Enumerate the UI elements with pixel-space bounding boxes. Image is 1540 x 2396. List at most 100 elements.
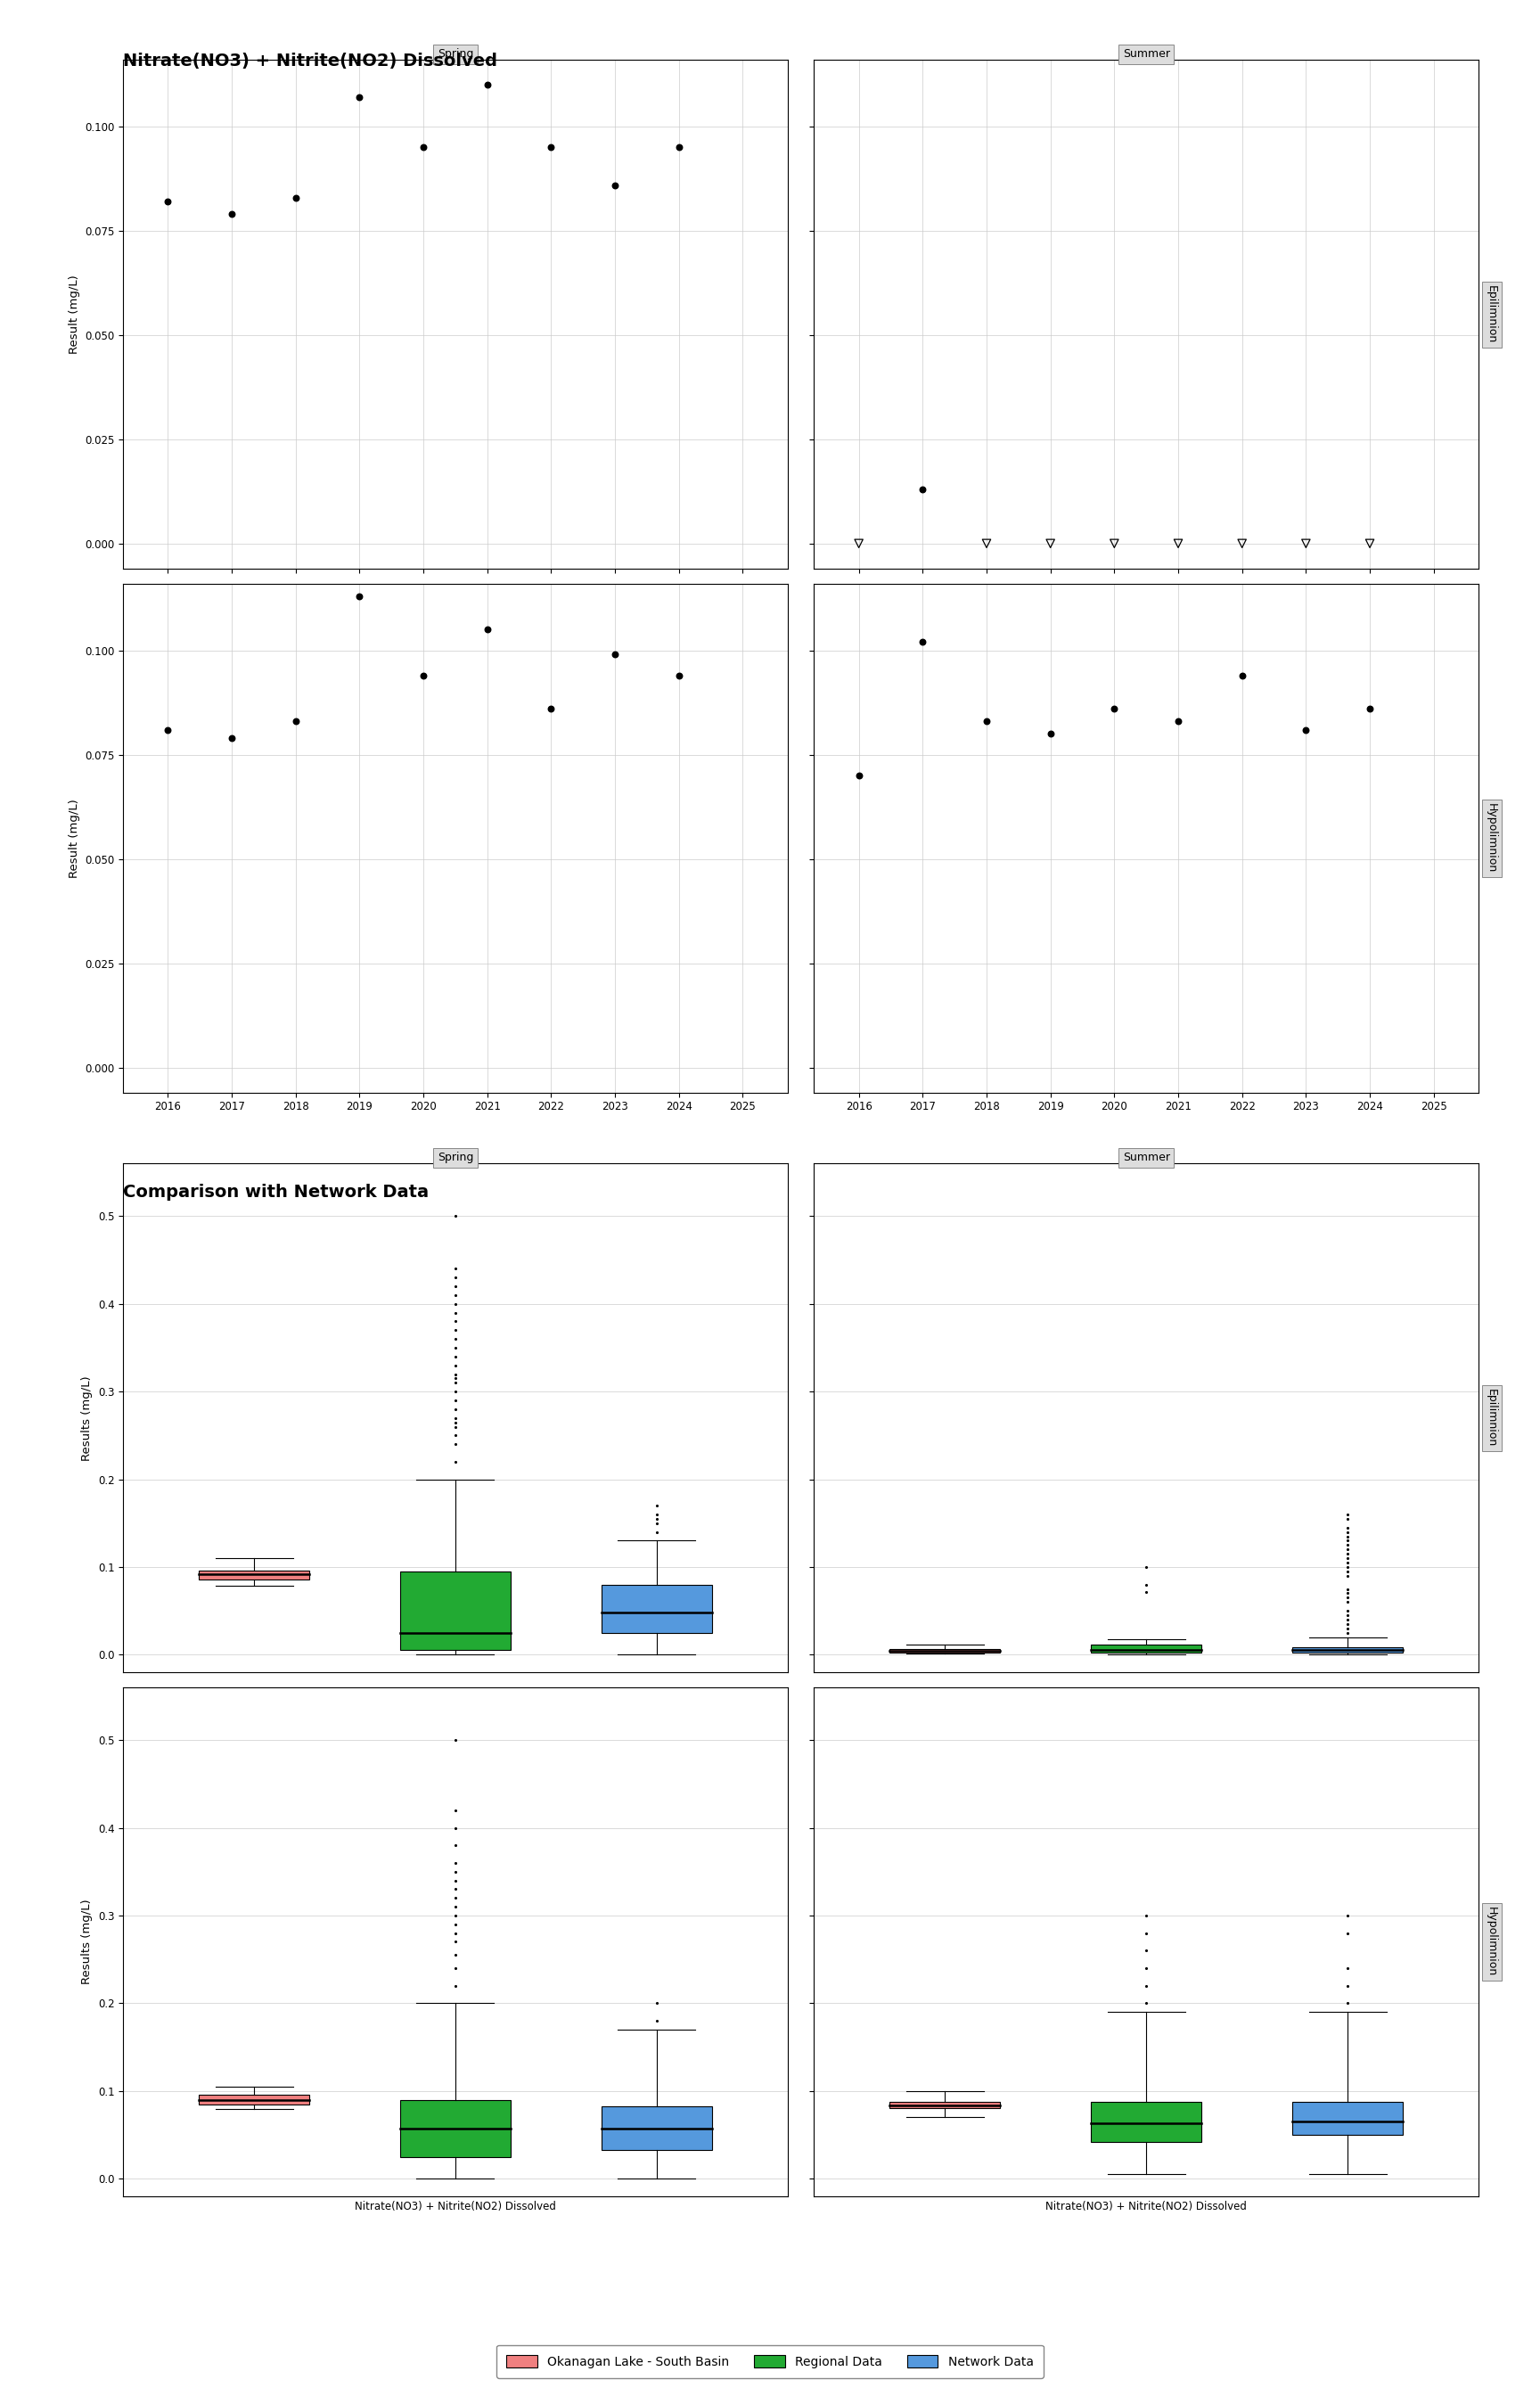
Point xyxy=(444,1284,468,1323)
Point xyxy=(1335,1591,1360,1629)
Point xyxy=(444,1416,468,1454)
Point xyxy=(444,1347,468,1385)
Point xyxy=(156,712,180,750)
Point xyxy=(444,1878,468,1917)
Text: Nitrate(NO3) + Nitrite(NO2) Dissolved: Nitrate(NO3) + Nitrite(NO2) Dissolved xyxy=(123,53,497,69)
Point xyxy=(1230,657,1255,695)
Point xyxy=(644,1486,668,1524)
Bar xyxy=(199,2094,310,2106)
Point xyxy=(1038,714,1063,752)
Bar xyxy=(400,1572,511,1651)
Bar xyxy=(1292,1648,1403,1653)
Point xyxy=(1335,1495,1360,1533)
Point xyxy=(1335,1526,1360,1565)
Y-axis label: Result (mg/L): Result (mg/L) xyxy=(68,798,80,877)
Point xyxy=(1230,525,1255,563)
Point xyxy=(1133,1895,1158,1934)
Point xyxy=(444,1826,468,1864)
Y-axis label: Hypolimnion: Hypolimnion xyxy=(1486,803,1497,872)
Point xyxy=(1133,1948,1158,1986)
X-axis label: Nitrate(NO3) + Nitrite(NO2) Dissolved: Nitrate(NO3) + Nitrite(NO2) Dissolved xyxy=(1046,2202,1247,2212)
Y-axis label: Epilimnion: Epilimnion xyxy=(1486,285,1497,343)
Title: Spring: Spring xyxy=(437,1152,473,1164)
Point xyxy=(411,657,436,695)
Point xyxy=(1335,1557,1360,1596)
Point xyxy=(847,757,872,795)
Point xyxy=(444,1337,468,1375)
Bar xyxy=(890,1648,1001,1653)
Point xyxy=(444,1914,468,1953)
Point xyxy=(1166,525,1190,563)
Point xyxy=(1103,525,1127,563)
Point xyxy=(1335,1553,1360,1591)
Point xyxy=(1335,1584,1360,1622)
Point xyxy=(220,719,245,757)
Point xyxy=(1335,1509,1360,1548)
Point xyxy=(444,1327,468,1366)
Point xyxy=(602,165,627,204)
Bar xyxy=(1090,2101,1201,2142)
Point xyxy=(1294,525,1318,563)
Point xyxy=(444,1936,468,1974)
Point xyxy=(444,1862,468,1900)
Point xyxy=(444,1354,468,1392)
Point xyxy=(444,1869,468,1907)
Point xyxy=(346,79,371,117)
Point xyxy=(1335,1543,1360,1581)
Point xyxy=(444,1363,468,1402)
Point xyxy=(1335,1574,1360,1613)
Point xyxy=(1335,1512,1360,1550)
Bar xyxy=(890,2101,1001,2108)
Point xyxy=(444,1267,468,1306)
Point xyxy=(346,577,371,616)
Point xyxy=(1335,1531,1360,1569)
Point xyxy=(444,1967,468,2005)
Point xyxy=(444,1320,468,1359)
Point xyxy=(910,470,935,508)
Point xyxy=(220,194,245,232)
Point xyxy=(444,1198,468,1236)
Point xyxy=(444,1359,468,1397)
Point xyxy=(1335,1601,1360,1639)
Point xyxy=(444,1380,468,1418)
Point xyxy=(1335,1569,1360,1608)
Bar xyxy=(400,2099,511,2156)
Text: Comparison with Network Data: Comparison with Network Data xyxy=(123,1184,430,1200)
Point xyxy=(910,623,935,661)
Bar xyxy=(199,1569,310,1579)
Bar xyxy=(1090,1644,1201,1653)
Point xyxy=(1335,1984,1360,2022)
Point xyxy=(444,1895,468,1934)
Point xyxy=(1335,1596,1360,1634)
Point xyxy=(444,1905,468,1943)
Point xyxy=(1166,702,1190,740)
Point xyxy=(1133,1984,1158,2022)
Point xyxy=(1335,1536,1360,1574)
Point xyxy=(1335,1895,1360,1934)
Title: Summer: Summer xyxy=(1123,48,1170,60)
Title: Summer: Summer xyxy=(1123,1152,1170,1164)
Point xyxy=(539,129,564,168)
Point xyxy=(1038,525,1063,563)
Point xyxy=(444,1311,468,1349)
Point xyxy=(474,65,499,103)
Point xyxy=(847,525,872,563)
Title: Spring: Spring xyxy=(437,48,473,60)
Point xyxy=(1133,1967,1158,2005)
Point xyxy=(1335,1948,1360,1986)
Point xyxy=(667,129,691,168)
Point xyxy=(444,1852,468,1890)
Point xyxy=(444,1888,468,1926)
Point xyxy=(1335,1500,1360,1538)
Point xyxy=(444,1294,468,1332)
Legend: Okanagan Lake - South Basin, Regional Data, Network Data: Okanagan Lake - South Basin, Regional Da… xyxy=(497,2346,1043,2377)
Point xyxy=(644,1500,668,1538)
Point xyxy=(644,1512,668,1550)
Point xyxy=(444,1390,468,1428)
Point xyxy=(602,635,627,673)
X-axis label: Nitrate(NO3) + Nitrite(NO2) Dissolved: Nitrate(NO3) + Nitrite(NO2) Dissolved xyxy=(354,2202,556,2212)
Point xyxy=(444,1251,468,1289)
Point xyxy=(539,690,564,728)
Point xyxy=(1357,690,1381,728)
Point xyxy=(444,1442,468,1481)
